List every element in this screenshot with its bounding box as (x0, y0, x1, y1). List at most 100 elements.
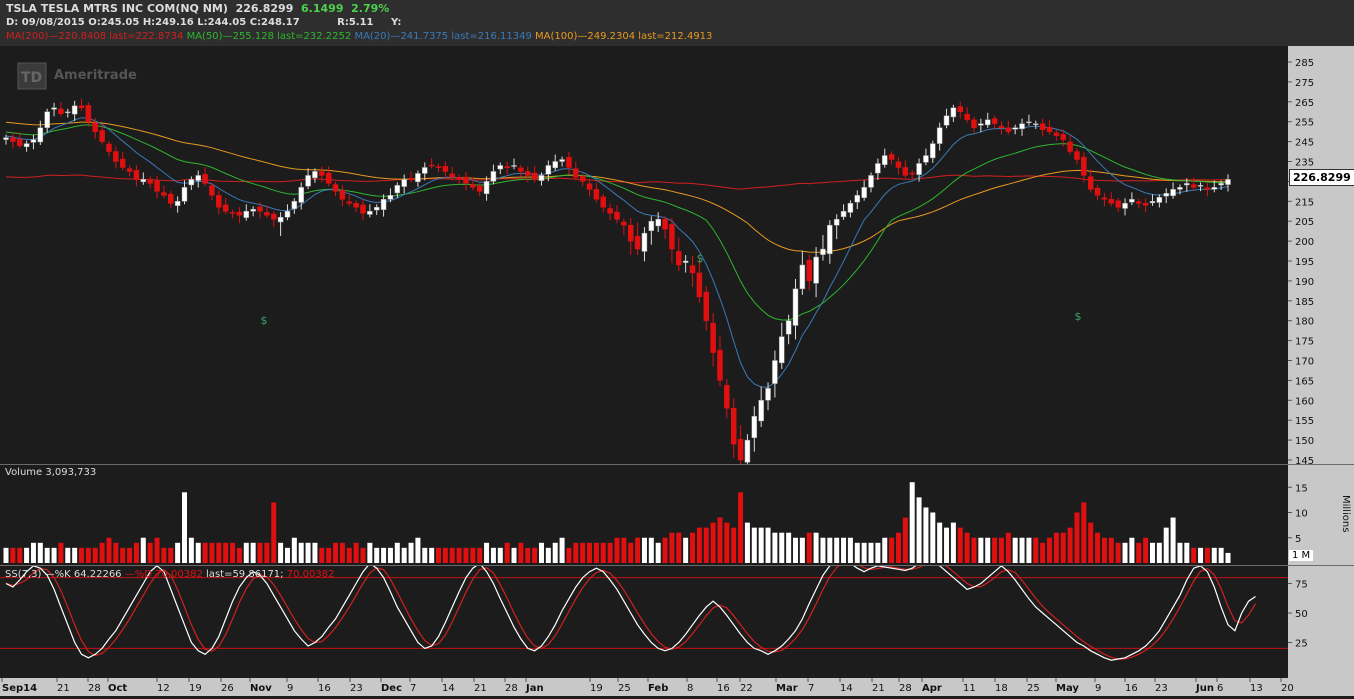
volume-bar[interactable] (284, 547, 290, 563)
volume-bar[interactable] (635, 537, 641, 563)
candle[interactable] (1081, 152, 1087, 183)
volume-bar[interactable] (916, 497, 922, 563)
volume-bar[interactable] (387, 547, 393, 563)
candle[interactable] (785, 314, 792, 345)
candle[interactable] (312, 168, 318, 183)
candle[interactable] (579, 173, 586, 187)
candle[interactable] (71, 100, 78, 122)
candle[interactable] (456, 174, 462, 185)
volume-bar[interactable] (291, 537, 297, 563)
candle[interactable] (257, 201, 263, 219)
candle[interactable] (662, 216, 668, 240)
candle[interactable] (1074, 148, 1080, 165)
volume-bar[interactable] (30, 542, 36, 563)
volume-bar[interactable] (1163, 527, 1169, 563)
candle[interactable] (181, 180, 188, 205)
candle[interactable] (978, 118, 984, 133)
candle[interactable] (1094, 185, 1101, 201)
candle[interactable] (1225, 174, 1231, 192)
volume-bar[interactable] (236, 547, 242, 563)
volume-bar[interactable] (24, 547, 30, 563)
candle[interactable] (243, 204, 250, 221)
candle[interactable] (621, 218, 627, 236)
candle[interactable] (133, 165, 140, 187)
volume-bar[interactable] (51, 547, 57, 563)
candle[interactable] (229, 209, 236, 219)
volume-bar[interactable] (937, 522, 943, 563)
candle[interactable] (930, 140, 936, 163)
candle[interactable] (518, 164, 524, 177)
candle[interactable] (174, 196, 181, 213)
candle[interactable] (449, 166, 455, 181)
volume-bar[interactable] (1060, 532, 1066, 563)
volume-bar[interactable] (1074, 512, 1080, 564)
volume-bar[interactable] (964, 532, 970, 563)
volume-bar[interactable] (1095, 532, 1101, 563)
volume-bar[interactable] (312, 542, 318, 563)
stochastic-pane[interactable] (0, 559, 1288, 678)
date-axis[interactable]: Sep14 21 28 Oct 12 19 26 Nov 9 16 23 Dec 7 14 21 28 Jan 1… (0, 678, 1354, 696)
volume-bar[interactable] (957, 527, 963, 563)
candle[interactable] (1136, 198, 1142, 209)
volume-bar[interactable] (690, 532, 696, 563)
candle[interactable] (188, 176, 195, 190)
candle[interactable] (216, 190, 222, 215)
candle[interactable] (16, 132, 23, 149)
volume-bar[interactable] (250, 542, 256, 563)
candle[interactable] (305, 168, 311, 190)
volume-bar[interactable] (44, 547, 50, 563)
volume-bar[interactable] (1211, 547, 1217, 563)
volume-bar[interactable] (181, 492, 187, 563)
volume-bar[interactable] (65, 547, 71, 563)
candle[interactable] (696, 259, 703, 303)
volume-bar[interactable] (1033, 537, 1039, 563)
candle[interactable] (1033, 120, 1039, 130)
candle[interactable] (1012, 124, 1018, 135)
volume-bar[interactable] (744, 522, 750, 563)
candle[interactable] (703, 286, 709, 331)
volume-bar[interactable] (1156, 542, 1162, 563)
candle[interactable] (1190, 177, 1197, 191)
candle[interactable] (888, 151, 895, 165)
candle[interactable] (1218, 180, 1224, 190)
volume-bar[interactable] (1129, 537, 1135, 563)
candle[interactable] (964, 107, 970, 123)
candle[interactable] (1101, 192, 1108, 207)
price-pane[interactable]: TD Ameritrade $ $ $ (0, 46, 1288, 473)
candle[interactable] (779, 322, 785, 369)
candle[interactable] (1122, 198, 1128, 216)
volume-bar[interactable] (930, 512, 936, 564)
volume-bar[interactable] (779, 532, 785, 563)
volume-bar[interactable] (133, 542, 139, 563)
candle[interactable] (1067, 135, 1073, 155)
volume-bar[interactable] (923, 507, 929, 563)
candle[interactable] (971, 116, 977, 133)
candle[interactable] (648, 216, 655, 245)
volume-bar[interactable] (772, 532, 778, 563)
volume-bar[interactable] (827, 537, 833, 563)
volume-bar[interactable] (696, 527, 702, 563)
candle[interactable] (833, 214, 840, 240)
volume-bar[interactable] (1101, 537, 1107, 563)
volume-bar[interactable] (607, 542, 613, 563)
candle[interactable] (490, 164, 497, 185)
candle[interactable] (847, 200, 854, 218)
candle[interactable] (1060, 129, 1066, 147)
candle[interactable] (717, 336, 723, 387)
volume-bar[interactable] (758, 527, 764, 563)
volume-bar[interactable] (401, 547, 407, 563)
volume-bar[interactable] (1040, 542, 1046, 563)
volume-bar[interactable] (1170, 517, 1176, 563)
volume-bar[interactable] (587, 542, 593, 563)
volume-bar[interactable] (662, 537, 668, 563)
volume-bar[interactable] (264, 542, 270, 563)
volume-bar[interactable] (456, 547, 462, 563)
candle[interactable] (1026, 114, 1032, 126)
candle[interactable] (641, 227, 648, 262)
candle[interactable] (772, 350, 778, 398)
volume-bar[interactable] (278, 542, 284, 563)
volume-bar[interactable] (882, 537, 888, 563)
volume-bar[interactable] (127, 547, 133, 563)
volume-bar[interactable] (1198, 547, 1204, 563)
volume-bar[interactable] (175, 542, 181, 563)
